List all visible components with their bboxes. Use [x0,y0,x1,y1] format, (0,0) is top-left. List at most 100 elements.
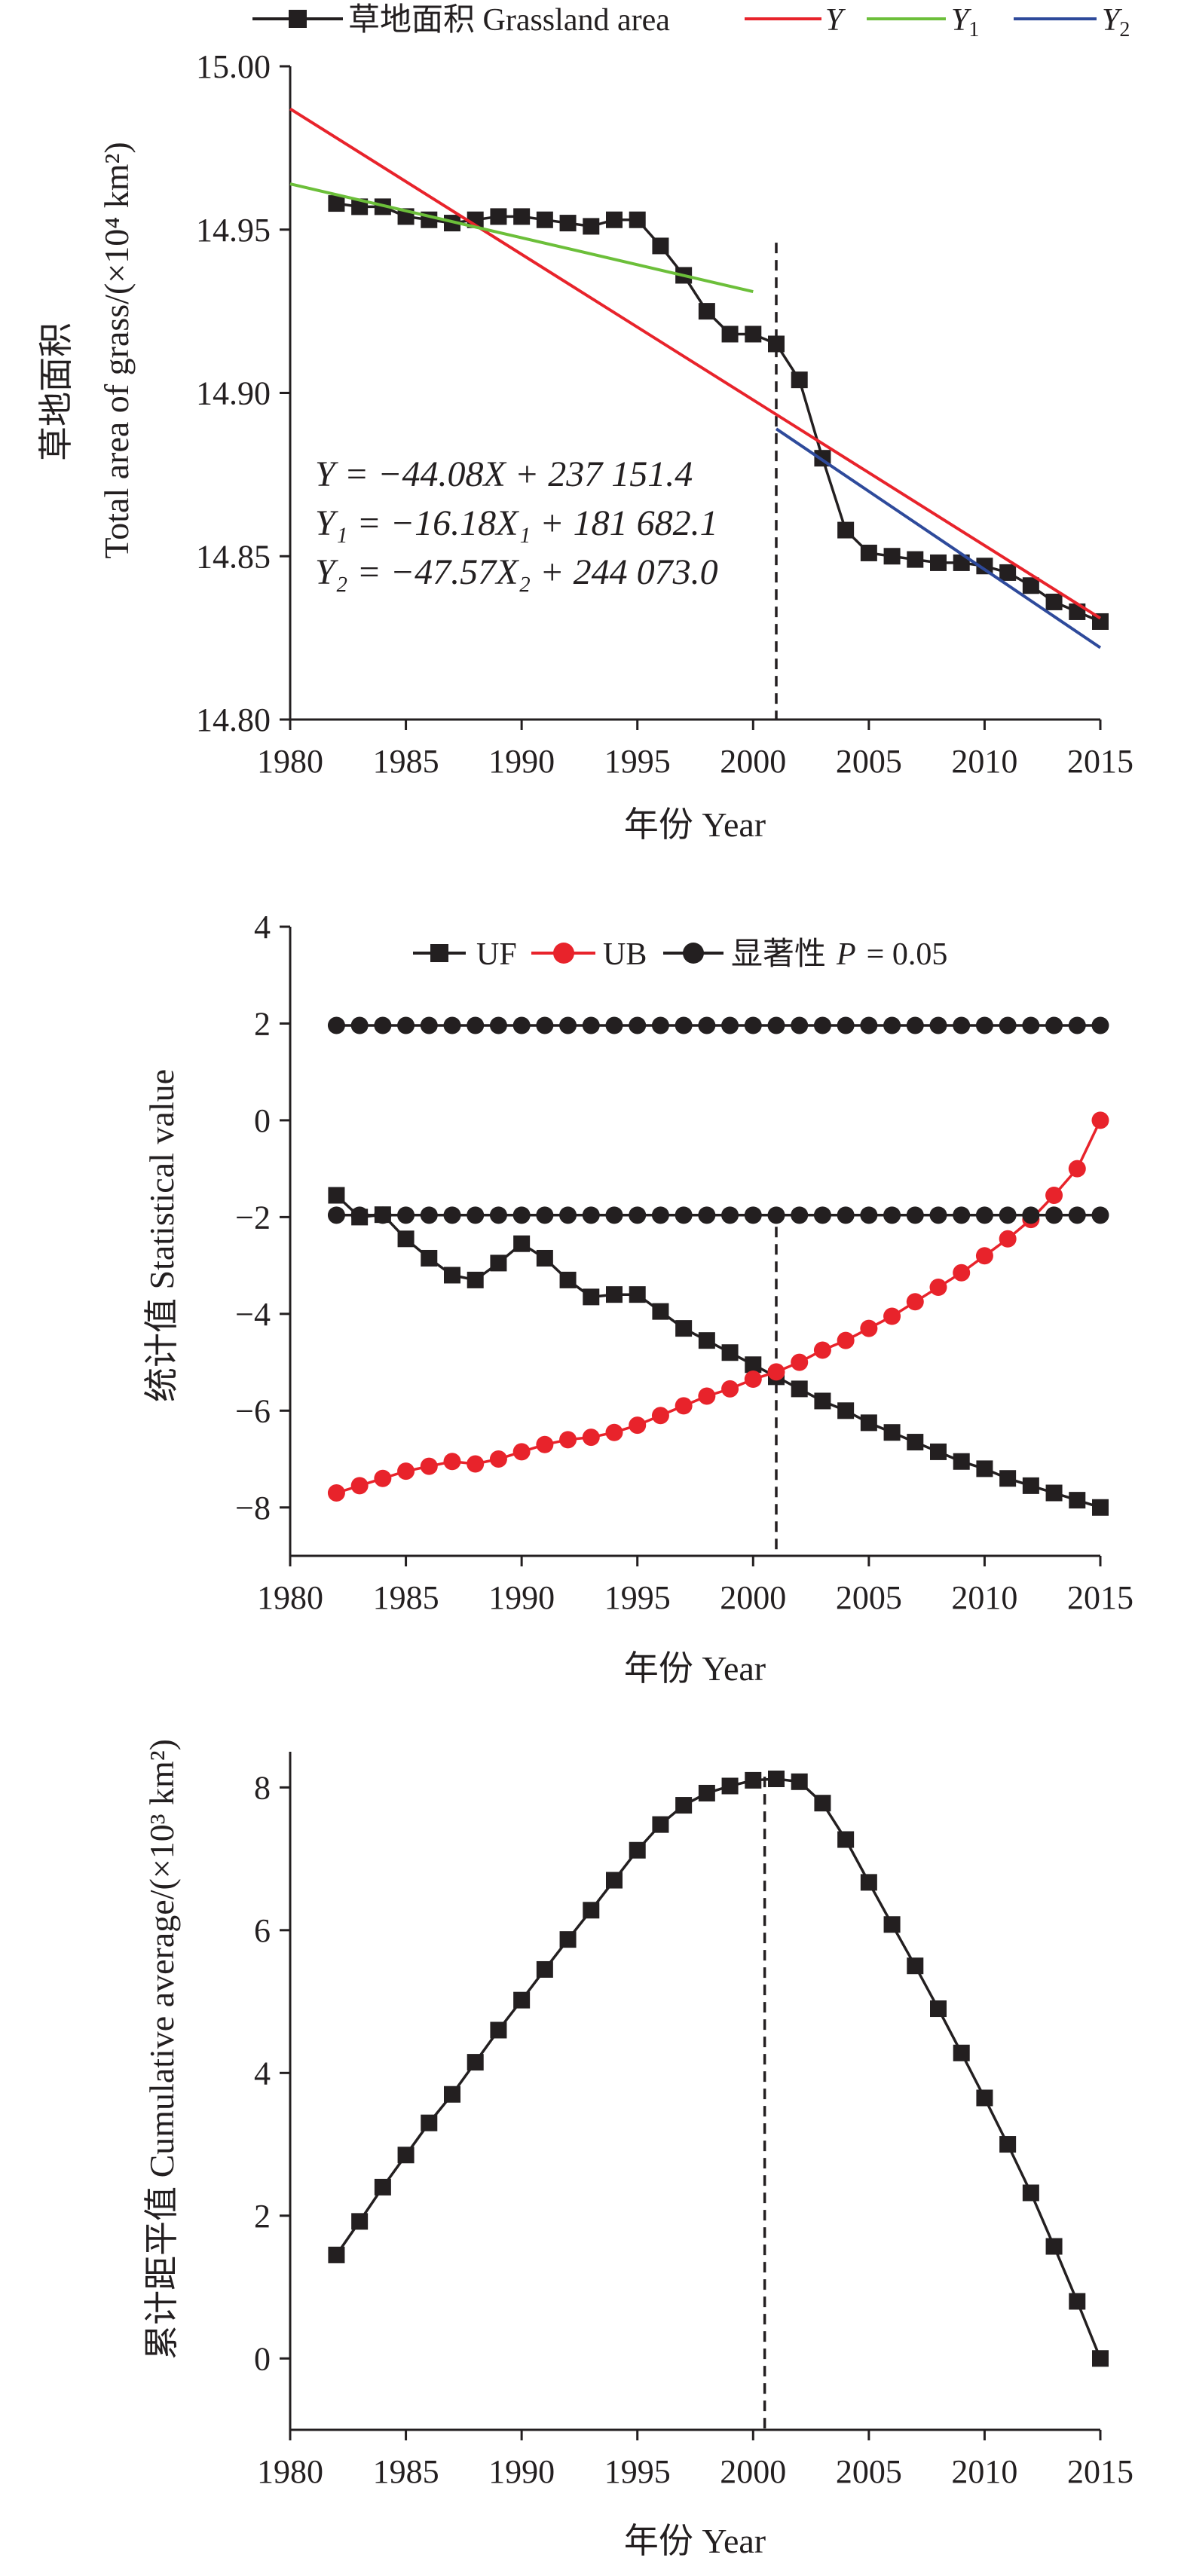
data-point-circle [1045,1186,1063,1204]
data-point-circle [1045,1016,1063,1034]
data-point-square [768,335,785,353]
data-point-circle [1045,1206,1063,1224]
data-point-square [860,1874,877,1891]
y-tick-label: 0 [254,1102,271,1139]
equation-y: Y = −44.08X + 237 151.4 [315,454,693,494]
data-point-square [953,2044,970,2061]
data-point-square [721,1777,739,1795]
data-point-circle [467,1455,485,1473]
y-tick-label: 6 [254,1912,271,1949]
data-point-circle [837,1016,855,1034]
ticks-panel3: 1980 1985 1990 1995 2000 2005 2010 2015 0 2 4 6 8 [254,1769,1133,2490]
data-point-square [490,2021,507,2039]
data-point-circle [374,1206,392,1224]
data-point-circle [953,1264,971,1282]
data-point-circle [767,1363,785,1381]
data-point-circle [467,1016,485,1034]
data-point-circle [999,1206,1017,1224]
data-point-square [583,218,600,235]
data-point-square [768,1771,785,1787]
series-line-1 [289,107,1102,620]
y-axis-title-panel2: 统计值 Statistical value [142,1069,181,1402]
data-point-circle [791,1353,809,1371]
data-point-square [606,1872,623,1889]
data-point-circle [582,1429,600,1447]
data-point-square [490,1254,507,1272]
data-point-circle [397,1016,415,1034]
data-point-square [999,564,1017,581]
axes-panel3 [289,1752,1100,2431]
data-point-circle [397,1462,415,1481]
legend-panel1: 草地面积 Grassland area Y Y1 Y2 [252,3,1130,41]
data-point-square [629,211,646,228]
series-line-0 [336,202,1101,623]
y-tick-label: 2 [254,1005,271,1042]
y-tick-label: −2 [235,1199,271,1236]
data-point-circle [1068,1016,1086,1034]
data-point-square [930,554,947,571]
data-point-circle [629,1016,647,1034]
data-point-circle [999,1016,1017,1034]
y-tick-label: 14.80 [196,701,271,738]
data-point-circle [1091,1206,1109,1224]
data-point-circle [791,1206,809,1224]
data-point-circle [675,1397,693,1415]
data-point-square [559,1931,577,1948]
data-point-square [791,1773,808,1790]
data-point-square [745,1356,762,1374]
data-point-square [467,2054,484,2071]
data-point-square [930,1443,947,1460]
data-point-circle [721,1380,739,1398]
y-axis-title-en-panel1: Total area of grass/(×10⁴ km²) [97,142,136,558]
y-tick-label: 15.00 [196,48,271,85]
data-point-square [698,1784,715,1801]
data-point-circle [327,1206,345,1224]
x-tick-label: 2010 [951,2453,1017,2490]
data-point-circle [651,1016,669,1034]
y-tick-label: 2 [254,2198,271,2235]
x-tick-label: 2005 [836,1579,902,1616]
y-tick-label: −6 [235,1392,271,1429]
data-point-circle [420,1016,438,1034]
panel-grassland-area: 草地面积 Grassland area Y Y1 Y2 草地面积 Total a… [37,3,1133,844]
data-point-square [513,208,531,225]
data-point-circle [975,1016,993,1034]
data-point-square [444,1267,460,1284]
data-point-circle [929,1016,947,1034]
legend-panel2: UF UB 显著性 P = 0.05 [413,937,947,972]
equation-y1: Y₁ = −16.18X₁ + 181 682.1 [315,503,718,543]
data-point-circle [559,1206,577,1224]
data-point-circle [1068,1160,1086,1178]
data-point-square [930,2000,947,2018]
data-point-circle [906,1206,924,1224]
data-point-circle [837,1206,855,1224]
data-point-square [698,1332,715,1349]
y-tick-label: 4 [254,909,271,946]
data-point-square [328,2246,345,2263]
plot-area-panel2 [327,1016,1109,1556]
data-point-circle [953,1206,971,1224]
data-point-square [374,2178,391,2196]
data-point-square [837,521,855,539]
data-point-circle [605,1423,623,1441]
data-point-square [1045,2238,1063,2255]
series-line-2 [289,182,754,294]
data-point-square [559,215,577,232]
data-point-circle [837,1331,855,1349]
series-line-3 [775,427,1102,649]
data-point-square [791,1380,808,1398]
data-point-square [907,551,924,568]
data-point-square [583,1902,600,1919]
data-point-square [953,1453,970,1470]
data-point-square [351,2213,369,2230]
data-point-square [421,2114,438,2131]
x-tick-label: 1985 [373,1579,439,1616]
data-point-circle [327,1016,345,1034]
data-point-circle [1091,1016,1109,1034]
data-point-circle [929,1279,947,1297]
data-point-circle [813,1206,831,1224]
legend-marker-sig [683,943,704,964]
data-point-circle [536,1016,554,1034]
data-point-square [837,1402,855,1419]
y-tick-label: 0 [254,2340,271,2377]
